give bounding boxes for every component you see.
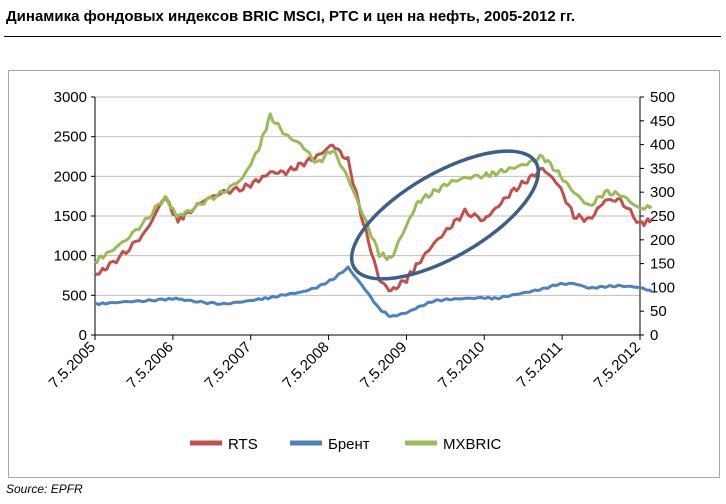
right-tick-label: 400 (650, 137, 675, 154)
series-line-brent (94, 265, 653, 318)
x-tick-label: 7.5.2011 (514, 339, 567, 392)
right-tick-label: 100 (650, 279, 675, 296)
right-tick-label: 50 (650, 303, 667, 320)
source-note: Source: EPFR (6, 482, 83, 496)
right-tick-label: 500 (650, 89, 675, 106)
annotation-layer (349, 149, 541, 281)
grid-lines (95, 96, 640, 296)
right-tick-label: 350 (650, 160, 675, 177)
right-tick-label: 0 (650, 327, 658, 344)
x-tick-label: 7.5.2006 (124, 339, 177, 392)
x-axis: 7.5.2005 7.5.2006 7.5.2007 7.5.2008 7.5.2009… (46, 335, 644, 392)
x-tick-label: 7.5.2007 (201, 339, 254, 392)
series-line-mxbric (94, 112, 653, 265)
title-underline (4, 36, 721, 37)
left-tick-label: 3000 (54, 89, 87, 106)
x-tick-label: 7.5.2012 (591, 339, 644, 392)
x-tick-label: 7.5.2005 (46, 339, 99, 392)
right-tick-label: 150 (650, 256, 675, 273)
chart-frame (8, 70, 720, 478)
x-tick-label: 7.5.2009 (357, 339, 410, 392)
x-tick-label: 7.5.2010 (435, 339, 488, 392)
left-tick-label: 500 (62, 287, 87, 304)
right-tick-label: 200 (650, 232, 675, 249)
right-tick-label: 250 (650, 208, 675, 225)
legend-label: MXBRIC (443, 436, 502, 453)
legend-label: RTS (228, 436, 258, 453)
left-tick-label: 0 (79, 327, 87, 344)
right-y-axis: 0 50 100 150 200 250 300 350 400 450 500 (640, 89, 675, 344)
x-tick-label: 7.5.2008 (279, 339, 332, 392)
left-y-axis: 0 500 1000 1500 2000 2500 3000 (54, 89, 95, 344)
legend-label: Брент (328, 436, 370, 453)
left-tick-label: 2000 (54, 168, 87, 185)
left-tick-label: 2500 (54, 129, 87, 146)
left-tick-label: 1000 (54, 248, 87, 265)
legend: RTS Брент MXBRIC (190, 436, 502, 453)
highlight-ellipse (349, 149, 541, 281)
chart-title: Динамика фондовых индексов BRIC MSCI, РТ… (6, 8, 576, 25)
left-tick-label: 1500 (54, 208, 87, 225)
right-tick-label: 300 (650, 184, 675, 201)
right-tick-label: 450 (650, 113, 675, 130)
